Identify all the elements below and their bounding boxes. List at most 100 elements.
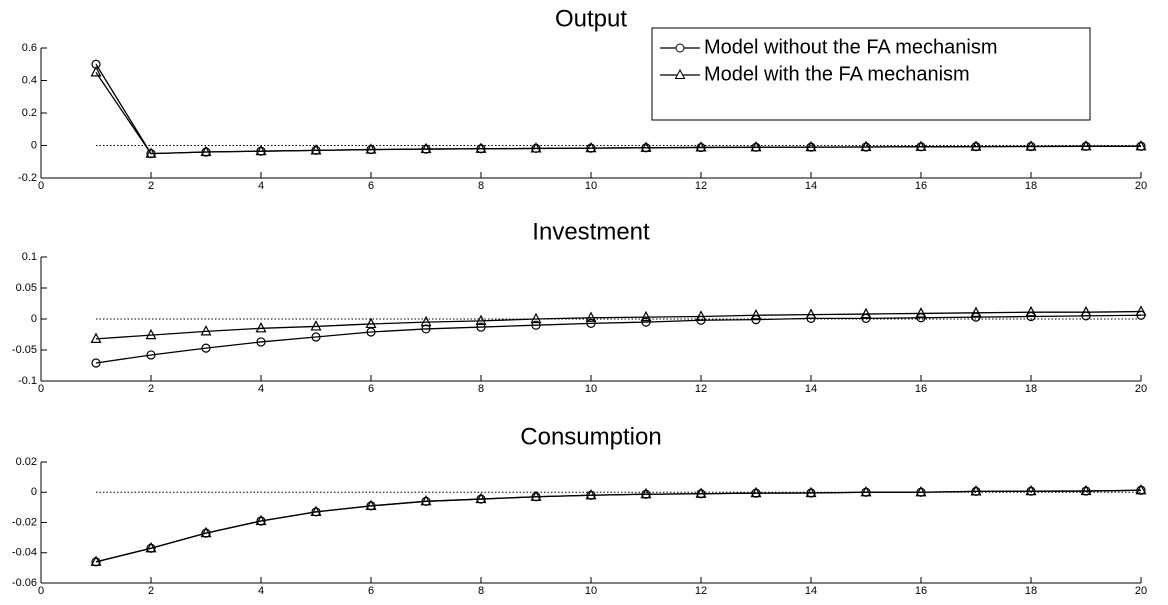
y-tick-label: 0.4	[22, 74, 37, 86]
marker	[310, 505, 322, 517]
marker	[915, 307, 927, 318]
series-line	[95, 489, 1142, 563]
marker	[1135, 140, 1147, 151]
marker	[200, 325, 212, 336]
marker	[640, 487, 652, 499]
y-tick-label: 0.2	[22, 107, 37, 119]
marker	[860, 307, 872, 319]
marker	[255, 144, 267, 156]
marker	[1080, 484, 1092, 496]
series-line	[95, 314, 1142, 364]
marker	[201, 343, 211, 353]
y-tick-label: -0.2	[18, 172, 37, 184]
marker	[860, 140, 872, 152]
marker	[970, 485, 982, 496]
legend-marker	[675, 43, 685, 53]
x-tick-label: 16	[915, 585, 927, 597]
marker	[530, 312, 542, 324]
y-tick-label: -0.1	[18, 375, 37, 387]
y-tick-label: 0	[31, 139, 37, 151]
marker	[475, 492, 487, 504]
x-tick-label: 12	[695, 180, 707, 192]
x-tick-label: 4	[258, 585, 264, 597]
x-tick-label: 18	[1025, 585, 1037, 597]
x-tick-label: 2	[148, 585, 154, 597]
x-tick-label: 6	[368, 383, 374, 395]
marker	[531, 320, 541, 330]
x-tick-label: 16	[915, 180, 927, 192]
marker	[585, 141, 597, 153]
marker	[750, 308, 762, 320]
y-tick-label: 0	[31, 313, 37, 325]
legend-label: Model with the FA mechanism	[704, 63, 970, 85]
marker	[640, 310, 652, 322]
y-tick-label: 0.05	[16, 282, 37, 294]
marker	[146, 350, 156, 360]
y-tick-label: 0.02	[16, 456, 37, 468]
legend-marker	[674, 68, 686, 79]
marker	[475, 142, 487, 153]
marker	[145, 147, 157, 158]
marker	[200, 526, 212, 538]
legend-box	[651, 27, 1091, 121]
marker	[1080, 140, 1092, 151]
marker	[805, 486, 817, 498]
x-tick-label: 0	[38, 383, 44, 395]
x-tick-label: 16	[915, 383, 927, 395]
legend: Model without the FA mechanism Model with…	[651, 27, 1091, 121]
marker	[420, 142, 432, 154]
marker	[90, 66, 102, 77]
marker	[200, 145, 212, 157]
x-tick-label: 2	[148, 383, 154, 395]
marker	[145, 328, 157, 340]
marker	[860, 485, 872, 497]
marker	[750, 141, 762, 152]
marker	[1135, 305, 1147, 316]
marker	[421, 324, 431, 334]
marker	[805, 308, 817, 319]
x-tick-label: 20	[1135, 383, 1147, 395]
marker	[476, 322, 486, 332]
y-tick-label: -0.04	[12, 547, 37, 559]
marker	[90, 332, 102, 343]
marker	[970, 140, 982, 151]
marker	[310, 144, 322, 155]
x-tick-label: 4	[258, 180, 264, 192]
x-tick-label: 2	[148, 180, 154, 192]
marker	[256, 337, 266, 347]
chart-title: Investment	[532, 218, 650, 245]
marker	[695, 310, 707, 321]
x-tick-label: 12	[695, 383, 707, 395]
x-tick-label: 0	[38, 180, 44, 192]
marker	[420, 495, 432, 506]
marker	[255, 514, 267, 526]
marker	[695, 487, 707, 498]
marker	[915, 140, 927, 151]
y-tick-label: 0	[31, 486, 37, 498]
series-line	[95, 310, 1142, 340]
marker	[365, 143, 377, 154]
x-tick-label: 12	[695, 585, 707, 597]
marker	[1025, 305, 1037, 317]
marker	[970, 306, 982, 317]
chart-title: Consumption	[520, 423, 661, 450]
x-tick-label: 14	[805, 383, 817, 395]
x-tick-label: 14	[805, 180, 817, 192]
x-tick-label: 6	[368, 180, 374, 192]
y-tick-label: 0.6	[22, 42, 37, 54]
x-tick-label: 20	[1135, 180, 1147, 192]
marker	[915, 485, 927, 497]
series-line	[95, 489, 1142, 563]
x-tick-label: 4	[258, 383, 264, 395]
marker	[145, 541, 157, 553]
marker	[310, 320, 322, 331]
marker	[640, 141, 652, 152]
y-tick-label: 0.1	[22, 251, 37, 263]
x-tick-label: 10	[585, 585, 597, 597]
marker	[530, 490, 542, 501]
x-tick-label: 10	[585, 383, 597, 395]
marker	[255, 322, 267, 333]
x-tick-label: 6	[368, 585, 374, 597]
marker	[420, 315, 432, 327]
